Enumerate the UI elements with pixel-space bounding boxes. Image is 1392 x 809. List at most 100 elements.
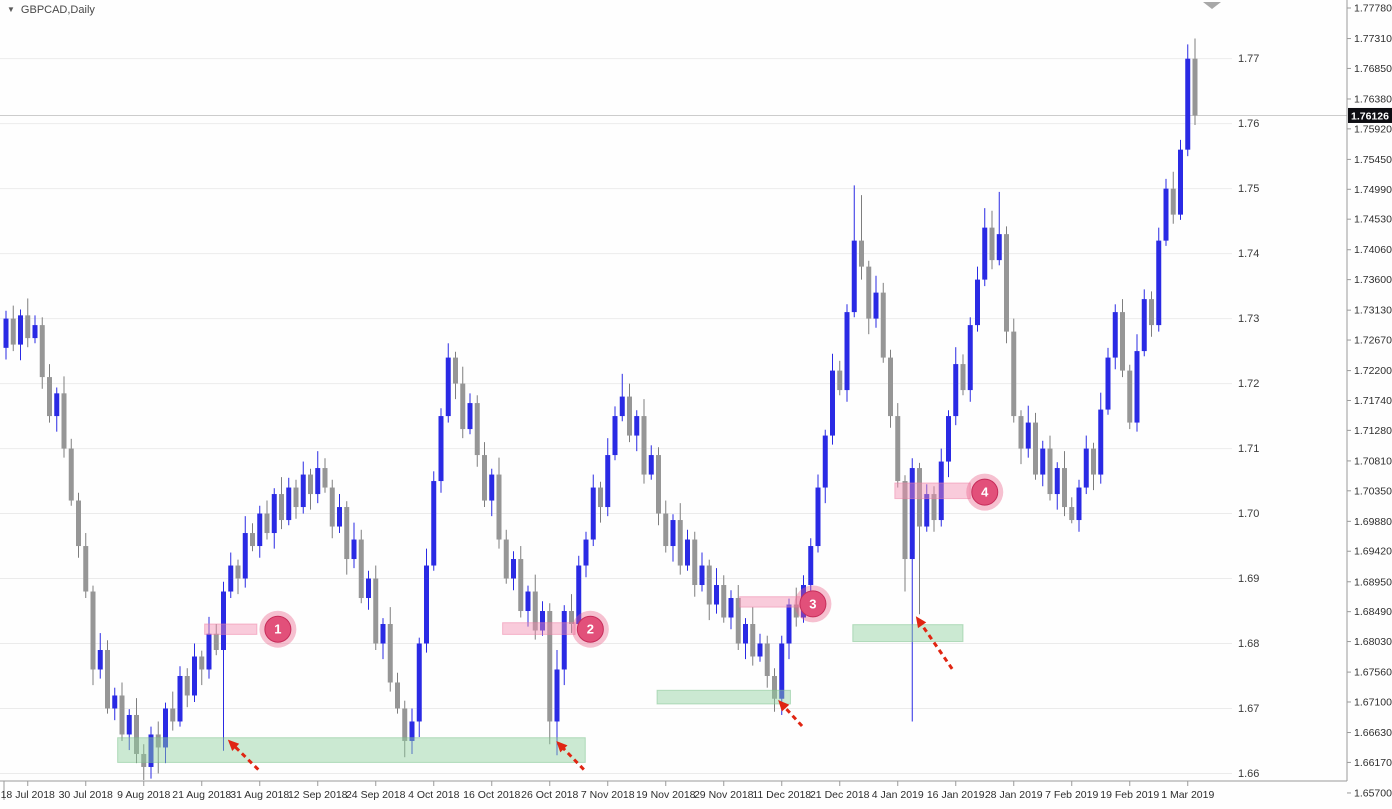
date-axis-label: 31 Aug 2018 — [230, 789, 289, 801]
candle-body — [32, 325, 38, 339]
candlesticks — [3, 38, 1198, 780]
price-axis-label: 1.68950 — [1354, 576, 1392, 588]
candle-body — [337, 507, 342, 527]
candle-body — [511, 559, 516, 579]
supply-zone[interactable] — [894, 482, 971, 500]
price-axis-label: 1.75450 — [1354, 154, 1392, 166]
candle-body — [605, 455, 611, 508]
candle-body — [1163, 188, 1169, 241]
price-axis-label: 1.68490 — [1354, 606, 1392, 618]
zone-number-text: 4 — [981, 485, 989, 500]
candle-body — [1112, 312, 1118, 358]
candle-body — [54, 393, 60, 417]
candle-body — [18, 315, 23, 345]
candle-body — [39, 325, 45, 378]
candle-body — [1083, 448, 1089, 488]
candle-body — [97, 650, 103, 670]
zone-number-badges: 1 2 3 4 — [259, 473, 1004, 648]
axes[interactable] — [0, 0, 1348, 800]
candle-body — [257, 513, 263, 547]
candle-body — [271, 494, 277, 534]
candle-body — [235, 565, 241, 579]
candle-body — [1025, 422, 1031, 449]
candle-body — [119, 695, 125, 735]
zone-number-badge[interactable] — [576, 615, 604, 643]
candle-body — [170, 708, 176, 722]
demand-zone[interactable] — [852, 624, 964, 643]
candle-body — [554, 669, 560, 722]
chart-shift-icon[interactable] — [1203, 2, 1221, 9]
time-axis[interactable]: 18 Jul 2018 30 Jul 2018 9 Aug 2018 21 Aug 2… — [1, 781, 1215, 801]
candle-body — [830, 370, 835, 436]
date-axis-label: 21 Aug 2018 — [172, 789, 231, 801]
price-axis-label: 1.67560 — [1354, 667, 1392, 679]
candle-body — [924, 494, 930, 527]
candle-body — [373, 578, 379, 644]
candle-body — [300, 474, 306, 508]
grid-price-label: 1.71 — [1238, 443, 1259, 455]
candle-body — [1149, 299, 1154, 326]
collapse-triangle-icon[interactable]: ▼ — [7, 5, 15, 14]
price-axis-label: 1.73600 — [1354, 274, 1392, 286]
candle-body — [663, 513, 669, 547]
price-axis[interactable]: 1.77780 1.77310 1.76850 1.76380 1.75920 1.754… — [1347, 3, 1392, 800]
price-axis-label: 1.77310 — [1354, 33, 1392, 45]
candle-body — [895, 416, 901, 482]
candle-body — [83, 546, 89, 592]
candle-body — [199, 656, 205, 670]
signal-arrow-shaft[interactable] — [559, 744, 585, 771]
zone-number-badge[interactable] — [799, 590, 827, 618]
zone-number-badge[interactable] — [971, 478, 999, 506]
candle-body — [453, 357, 458, 384]
candle-body — [714, 585, 719, 605]
candle-body — [793, 604, 799, 618]
signal-arrow-shaft[interactable] — [781, 703, 804, 728]
candle-body — [953, 364, 959, 417]
candle-body — [1047, 448, 1053, 495]
symbol-timeframe-label[interactable]: ▼ GBPCAD,Daily — [7, 3, 95, 17]
grid-price-label: 1.68 — [1238, 638, 1259, 650]
zone-number-text: 1 — [274, 622, 281, 637]
zones — [117, 482, 971, 763]
candle-body — [489, 474, 495, 501]
candle-body — [293, 487, 299, 508]
candle-body — [909, 468, 915, 560]
price-axis-label: 1.72200 — [1354, 365, 1392, 377]
candle-body — [873, 292, 879, 319]
date-axis-label: 16 Jan 2019 — [927, 789, 985, 801]
zone-number-badge[interactable] — [264, 615, 292, 643]
candle-body — [866, 266, 872, 319]
candle-body — [960, 364, 966, 391]
supply-zone[interactable] — [739, 596, 802, 608]
candle-body — [431, 481, 437, 566]
signal-arrow-head[interactable] — [778, 700, 790, 712]
demand-zone[interactable] — [117, 737, 586, 763]
price-axis-label: 1.76380 — [1354, 93, 1392, 105]
price-axis-label: 1.72670 — [1354, 335, 1392, 347]
candle-body — [685, 539, 690, 566]
signal-arrows — [227, 616, 954, 771]
price-axis-label: 1.69420 — [1354, 546, 1392, 558]
candle-body — [627, 396, 632, 436]
demand-zone[interactable] — [656, 689, 791, 705]
candle-body — [387, 624, 393, 683]
candle-body — [1134, 351, 1140, 423]
candle-body — [967, 325, 973, 391]
supply-zone[interactable] — [502, 622, 576, 635]
symbol-text: GBPCAD,Daily — [20, 4, 95, 16]
signal-arrow-head[interactable] — [227, 739, 240, 751]
candle-body — [482, 455, 487, 501]
candle-body — [1098, 409, 1104, 475]
candle-body — [126, 714, 132, 735]
supply-zone[interactable] — [204, 623, 258, 635]
signal-arrow-shaft[interactable] — [231, 742, 260, 771]
grid-price-label: 1.72 — [1238, 378, 1259, 390]
candle-body — [1076, 487, 1082, 521]
candle-body — [1040, 448, 1046, 475]
candle-body — [779, 643, 785, 699]
signal-arrow-head[interactable] — [556, 740, 568, 753]
signal-arrow-shaft[interactable] — [918, 620, 954, 670]
candle-body — [329, 487, 335, 527]
signal-arrow-head[interactable] — [915, 616, 927, 629]
